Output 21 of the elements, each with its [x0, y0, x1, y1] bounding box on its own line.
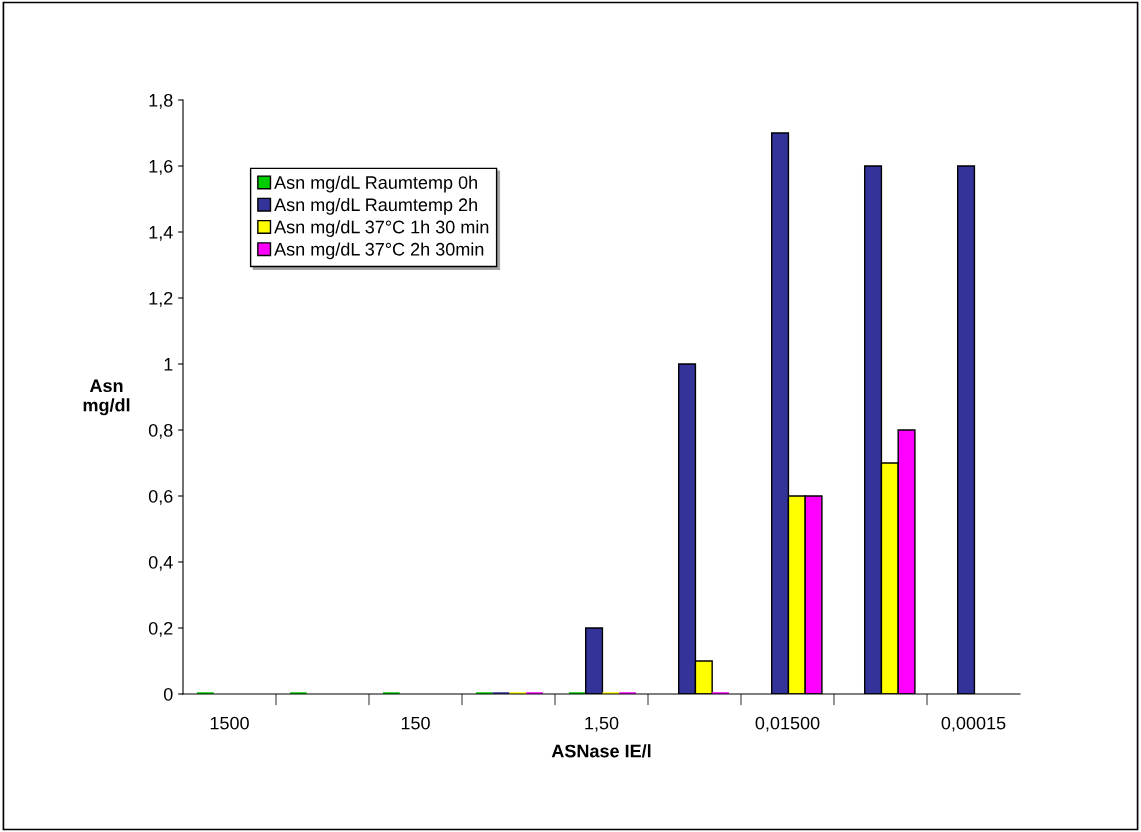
y-tick-label: 1,8: [149, 93, 173, 109]
y-tick-label: 0,2: [148, 621, 173, 637]
legend-label: Asn mg/dL 37°C 1h 30 min: [274, 220, 489, 237]
y-tick-label: 0,6: [148, 489, 173, 505]
y-tick-label: 1,2: [149, 291, 173, 307]
y-tick-label: 0,4: [148, 555, 173, 571]
x-tick-label: 1500: [210, 716, 249, 730]
y-tick-label: 1,6: [149, 159, 173, 175]
legend-label: Asn mg/dL 37°C 2h 30min: [274, 242, 484, 260]
y-axis-title: Asn mg/dl: [83, 379, 130, 416]
y-tick-label: 0: [163, 687, 173, 701]
y-tick-label: 1,4: [149, 226, 173, 241]
legend-label: Asn mg/dL Raumtemp 0h: [274, 175, 477, 193]
y-tick-label: 0,8: [148, 423, 173, 439]
x-tick-label: 0,01500: [755, 716, 820, 732]
legend-label: Asn mg/dL Raumtemp 2h: [274, 197, 477, 215]
x-tick-label: 150: [401, 716, 430, 730]
y-tick-label: 1: [164, 358, 173, 371]
x-axis-title: ASNase IE/l: [551, 744, 651, 758]
x-tick-label: 0,00015: [941, 716, 1006, 732]
x-tick-label: 1,50: [585, 716, 619, 732]
